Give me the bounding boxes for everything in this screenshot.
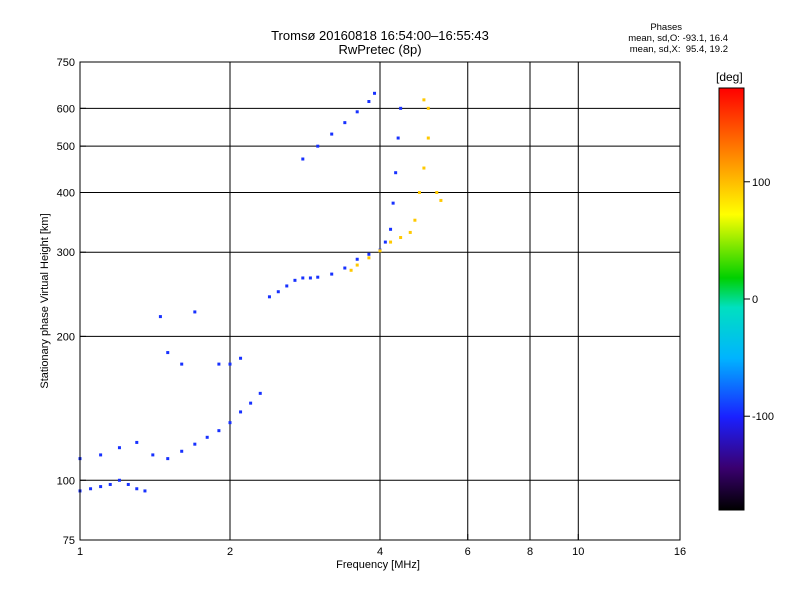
echo-point: [193, 310, 197, 314]
y-axis-ticks: 75 100 200 300 400 500 600 750: [57, 57, 86, 547]
colorbar-tick-label: 0: [752, 294, 758, 306]
echo-point: [330, 132, 334, 136]
y-tick-label: 600: [57, 103, 75, 115]
phases-header: Phases: [650, 22, 682, 33]
echo-point: [343, 121, 347, 125]
y-tick-label: 300: [57, 247, 75, 259]
echo-point: [408, 230, 412, 234]
echo-point: [383, 240, 387, 244]
echo-point: [180, 362, 184, 366]
y-axis-label: Stationary phase Virtual Height [km]: [39, 213, 51, 388]
echo-point: [108, 482, 112, 486]
echo-point: [301, 276, 305, 280]
echo-point: [239, 410, 243, 414]
colorbar-title: [deg]: [716, 70, 743, 84]
echo-point: [99, 485, 103, 489]
echo-point: [293, 278, 297, 282]
x-tick-label: 2: [227, 546, 233, 558]
echo-point: [367, 256, 371, 260]
title-line-2: RwPretec (8p): [338, 42, 422, 57]
echo-point: [301, 157, 305, 161]
echo-point: [158, 315, 162, 319]
echo-point: [417, 190, 421, 194]
echo-point: [391, 201, 395, 205]
colorbar-ticks: 100 0 -100: [744, 177, 774, 423]
echo-point: [373, 91, 377, 95]
echo-point: [399, 106, 403, 110]
echo-point: [316, 275, 320, 279]
echo-point: [166, 457, 170, 461]
echo-point: [367, 252, 371, 256]
echo-point: [389, 240, 393, 244]
y-tick-label: 750: [57, 57, 75, 69]
y-tick-label: 100: [57, 475, 75, 487]
echo-point: [267, 295, 271, 299]
x-tick-label: 1: [77, 546, 83, 558]
echo-point: [349, 268, 353, 272]
echo-point: [367, 100, 371, 104]
echo-point: [413, 218, 417, 222]
echo-point: [193, 442, 197, 446]
echo-point: [89, 487, 93, 491]
y-tick-label: 200: [57, 331, 75, 343]
echo-point: [151, 453, 155, 457]
echo-point: [205, 435, 209, 439]
x-tick-label: 16: [674, 546, 686, 558]
title-line-1: Tromsø 20160818 16:54:00–16:55:43: [271, 28, 489, 43]
echo-point: [422, 98, 426, 102]
echo-point: [117, 446, 121, 450]
colorbar-tick-label: -100: [752, 411, 774, 423]
echo-point: [399, 236, 403, 240]
echo-point: [355, 110, 359, 114]
echo-point: [394, 171, 398, 175]
echo-point: [308, 276, 312, 280]
echo-point: [396, 136, 400, 140]
echo-point: [355, 257, 359, 261]
x-tick-label: 6: [465, 546, 471, 558]
phases-x-line: mean, sd,X: 95.4, 19.2: [629, 44, 728, 55]
echo-point: [258, 391, 262, 395]
x-tick-label: 4: [377, 546, 383, 558]
x-axis-ticks: 1 2 4 6 8 10 16: [77, 534, 686, 558]
echo-point: [378, 249, 382, 253]
echo-point: [166, 351, 170, 355]
echo-point: [180, 449, 184, 453]
echo-point: [422, 166, 426, 170]
y-tick-label: 500: [57, 141, 75, 153]
y-tick-label: 400: [57, 187, 75, 199]
scatter-points: [78, 91, 443, 493]
echo-point: [135, 440, 139, 444]
echo-point: [135, 487, 139, 491]
echo-point: [217, 362, 221, 366]
echo-point: [389, 227, 393, 231]
echo-point: [239, 356, 243, 360]
echo-point: [316, 144, 320, 148]
echo-point: [99, 453, 103, 457]
echo-point: [343, 266, 347, 270]
x-axis-label: Frequency [MHz]: [336, 559, 420, 571]
echo-point: [330, 272, 334, 276]
echo-point: [439, 198, 443, 202]
echo-point: [355, 263, 359, 267]
echo-point: [217, 429, 221, 433]
phases-o-line: mean, sd,O: -93.1, 16.4: [628, 33, 728, 44]
echo-point: [143, 489, 147, 493]
echo-point: [426, 136, 430, 140]
y-tick-label: 75: [63, 535, 75, 547]
echo-point: [435, 190, 439, 194]
echo-point: [249, 401, 253, 405]
echo-point: [285, 284, 289, 288]
echo-point: [276, 290, 280, 294]
colorbar: [718, 87, 745, 511]
grid-lines: [80, 62, 680, 540]
echo-point: [117, 478, 121, 482]
echo-point: [126, 482, 130, 486]
echo-point: [426, 106, 430, 110]
echo-point: [228, 421, 232, 425]
x-tick-label: 8: [527, 546, 533, 558]
x-tick-label: 10: [572, 546, 584, 558]
colorbar-tick-label: 100: [752, 177, 770, 189]
echo-point: [228, 362, 232, 366]
